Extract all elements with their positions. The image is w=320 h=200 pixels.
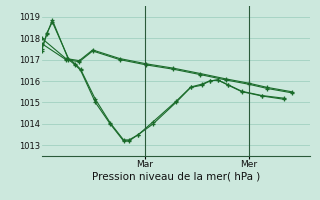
X-axis label: Pression niveau de la mer( hPa ): Pression niveau de la mer( hPa ) (92, 172, 260, 182)
